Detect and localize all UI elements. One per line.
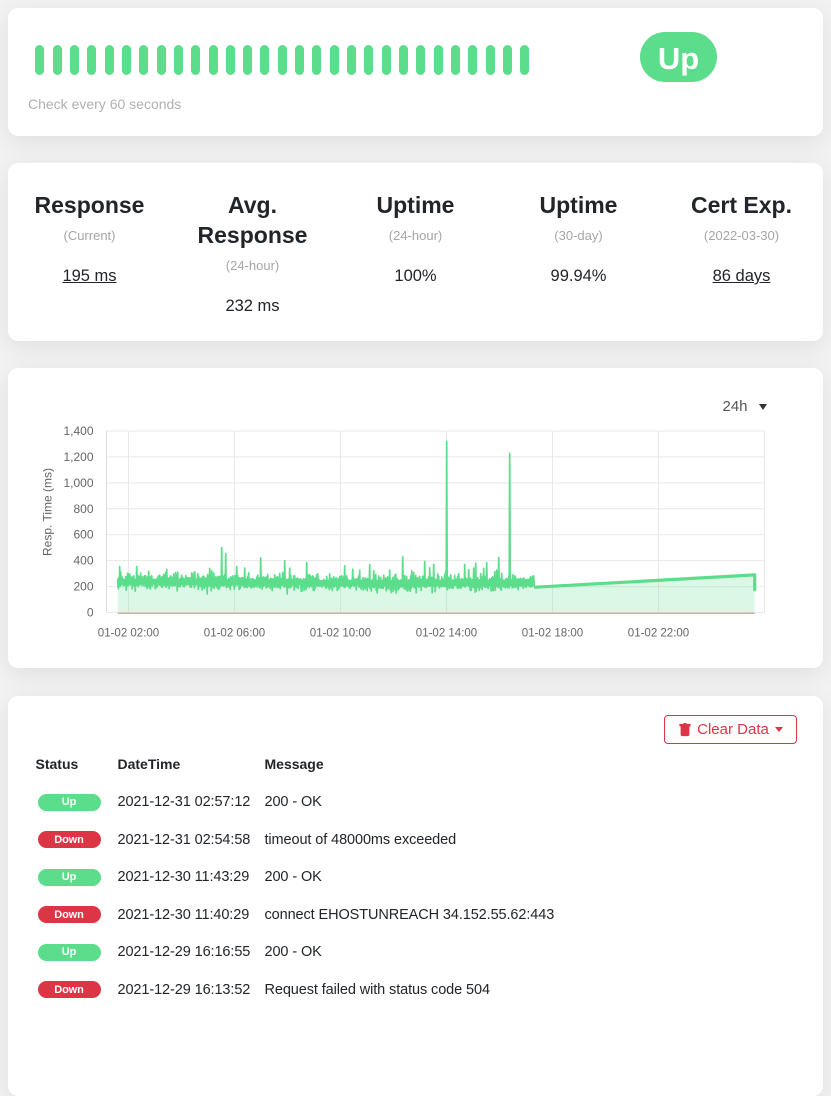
svg-text:1,000: 1,000 (63, 476, 93, 490)
svg-text:01-02 10:00: 01-02 10:00 (310, 628, 371, 640)
svg-text:0: 0 (87, 606, 94, 620)
svg-text:01-02 14:00: 01-02 14:00 (416, 628, 477, 640)
svg-text:Resp. Time (ms): Resp. Time (ms) (41, 468, 55, 556)
svg-text:01-02 06:00: 01-02 06:00 (204, 628, 265, 640)
svg-text:01-02 18:00: 01-02 18:00 (522, 628, 583, 640)
svg-text:01-02 02:00: 01-02 02:00 (98, 628, 159, 640)
svg-text:1,200: 1,200 (63, 450, 93, 464)
svg-text:400: 400 (73, 554, 93, 568)
svg-text:200: 200 (73, 580, 93, 594)
svg-text:1,400: 1,400 (63, 424, 93, 438)
svg-text:800: 800 (73, 502, 93, 516)
svg-text:600: 600 (73, 528, 93, 542)
svg-text:01-02 22:00: 01-02 22:00 (628, 628, 689, 640)
